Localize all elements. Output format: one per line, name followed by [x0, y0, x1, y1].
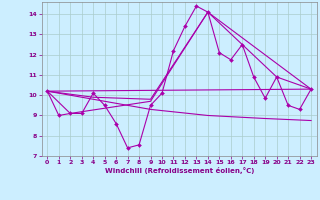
X-axis label: Windchill (Refroidissement éolien,°C): Windchill (Refroidissement éolien,°C) [105, 167, 254, 174]
